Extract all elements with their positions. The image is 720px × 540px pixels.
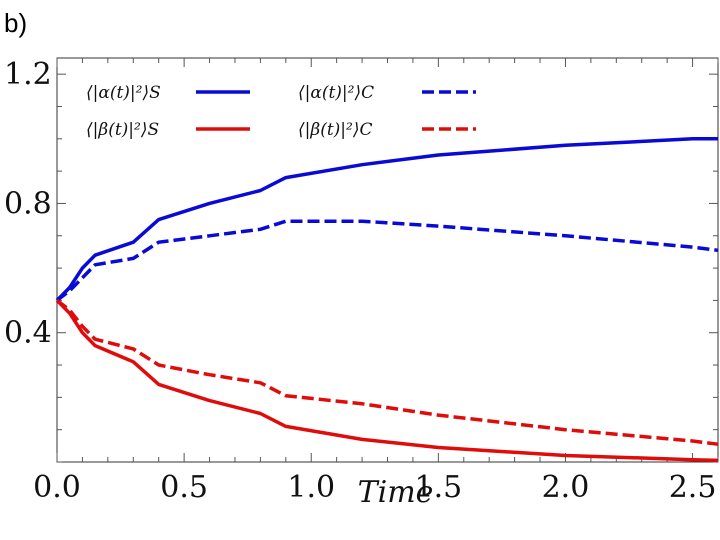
series-line-red-solid (55, 299, 719, 463)
x-tick-label: 1.5 (414, 470, 462, 505)
x-tick-label: 2.0 (542, 470, 590, 505)
x-tick-label: 2.5 (669, 470, 717, 505)
tick-labels: 0.0 0.5 1.0 1.5 2.0 2.5 0.4 0.8 1.2 (4, 57, 716, 505)
y-tick-label: 1.2 (4, 57, 52, 92)
legend-label: ⟨|α(t)|²⟩S (86, 83, 161, 103)
axis-ticks (56, 58, 719, 463)
panel-label: b) (4, 8, 27, 38)
x-tick-label: 0.5 (160, 470, 208, 505)
series-line-blue-dashed (55, 219, 719, 302)
legend: ⟨|α(t)|²⟩S ⟨|β(t)|²⟩S ⟨|α(t)|²⟩C ⟨|β(t)|²⟩C (86, 83, 476, 140)
plot-frame (56, 57, 719, 463)
series-line-blue-solid (55, 137, 718, 302)
x-axis-title: Time (358, 475, 434, 510)
y-tick-label: 0.8 (4, 186, 52, 221)
legend-label: ⟨|β(t)|²⟩S (86, 120, 159, 140)
x-tick-label: 0.0 (33, 470, 81, 505)
series-line-red-dashed (55, 299, 719, 446)
series-lines (55, 137, 719, 463)
x-tick-label: 1.0 (287, 470, 335, 505)
legend-label: ⟨|β(t)|²⟩C (298, 120, 372, 140)
legend-label: ⟨|α(t)|²⟩C (298, 83, 374, 103)
y-tick-label: 0.4 (4, 316, 52, 351)
